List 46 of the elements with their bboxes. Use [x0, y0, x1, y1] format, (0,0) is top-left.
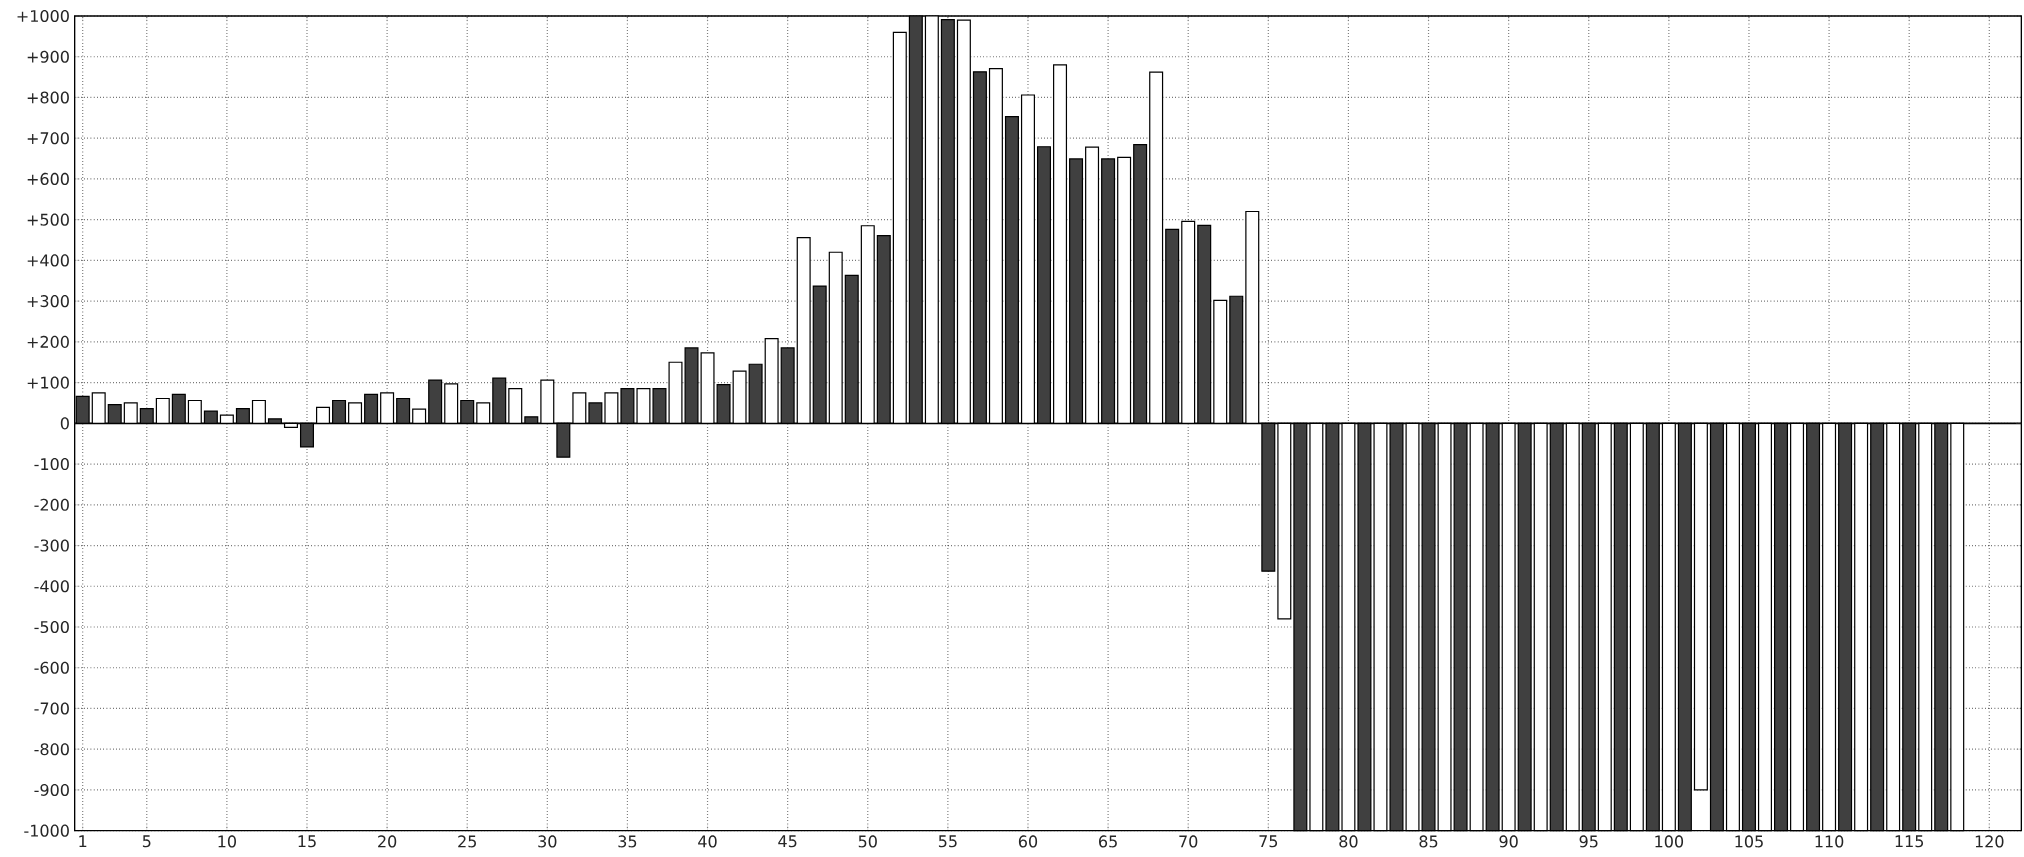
x-tick-label: 55 [938, 835, 957, 848]
y-tick-label: -500 [34, 620, 69, 633]
x-tick-label: 1 [79, 835, 87, 847]
y-tick-label: -600 [34, 661, 69, 674]
y-tick-label: -800 [34, 742, 69, 756]
x-tick-label: 115 [1895, 835, 1924, 848]
x-tick-label: 95 [1579, 835, 1598, 848]
x-tick-label: 30 [538, 835, 557, 848]
x-tick-label: 40 [698, 835, 717, 848]
y-tick-label: +200 [27, 335, 69, 348]
y-tick-label: +600 [27, 172, 69, 185]
x-tick-label: 15 [298, 835, 316, 848]
x-tick-label: 20 [378, 835, 397, 848]
y-tick-label: +1000 [17, 9, 69, 22]
x-tick-label: 100 [1655, 835, 1684, 848]
y-tick-label: -100 [34, 457, 69, 470]
x-tick-label: 10 [218, 835, 236, 848]
y-tick-label: +800 [27, 91, 69, 104]
x-tick-label: 120 [1975, 835, 2004, 848]
x-tick-label: 85 [1419, 835, 1438, 848]
x-tick-label: 110 [1815, 835, 1844, 848]
x-tick-label: 60 [1018, 835, 1038, 848]
x-tick-label: 75 [1259, 835, 1278, 848]
x-tick-label: 65 [1099, 835, 1117, 848]
y-tick-label: +500 [27, 213, 69, 226]
x-tick-label: 25 [458, 835, 476, 848]
y-tick-label: -900 [34, 783, 69, 796]
y-tick-label: -1000 [24, 824, 69, 837]
x-tick-label: 45 [778, 835, 797, 848]
x-tick-label: 50 [858, 835, 877, 848]
y-tick-label: +700 [27, 131, 69, 145]
y-tick-label: 0 [60, 417, 69, 430]
y-tick-label: -400 [34, 580, 69, 593]
x-tick-label: 105 [1735, 835, 1763, 848]
x-tick-label: 5 [142, 835, 151, 848]
y-tick-label: +400 [27, 254, 69, 267]
y-tick-label: -700 [34, 702, 69, 715]
y-tick-label: -200 [34, 498, 69, 511]
x-tick-label: 70 [1179, 835, 1198, 848]
y-tick-label: -300 [34, 539, 69, 552]
x-tick-label: 90 [1499, 835, 1518, 848]
x-tick-label: 80 [1339, 835, 1358, 848]
y-tick-label: +900 [27, 50, 69, 63]
x-tick-label: 35 [618, 835, 637, 848]
y-tick-label: +100 [27, 376, 69, 389]
y-tick-label: +300 [27, 294, 69, 308]
